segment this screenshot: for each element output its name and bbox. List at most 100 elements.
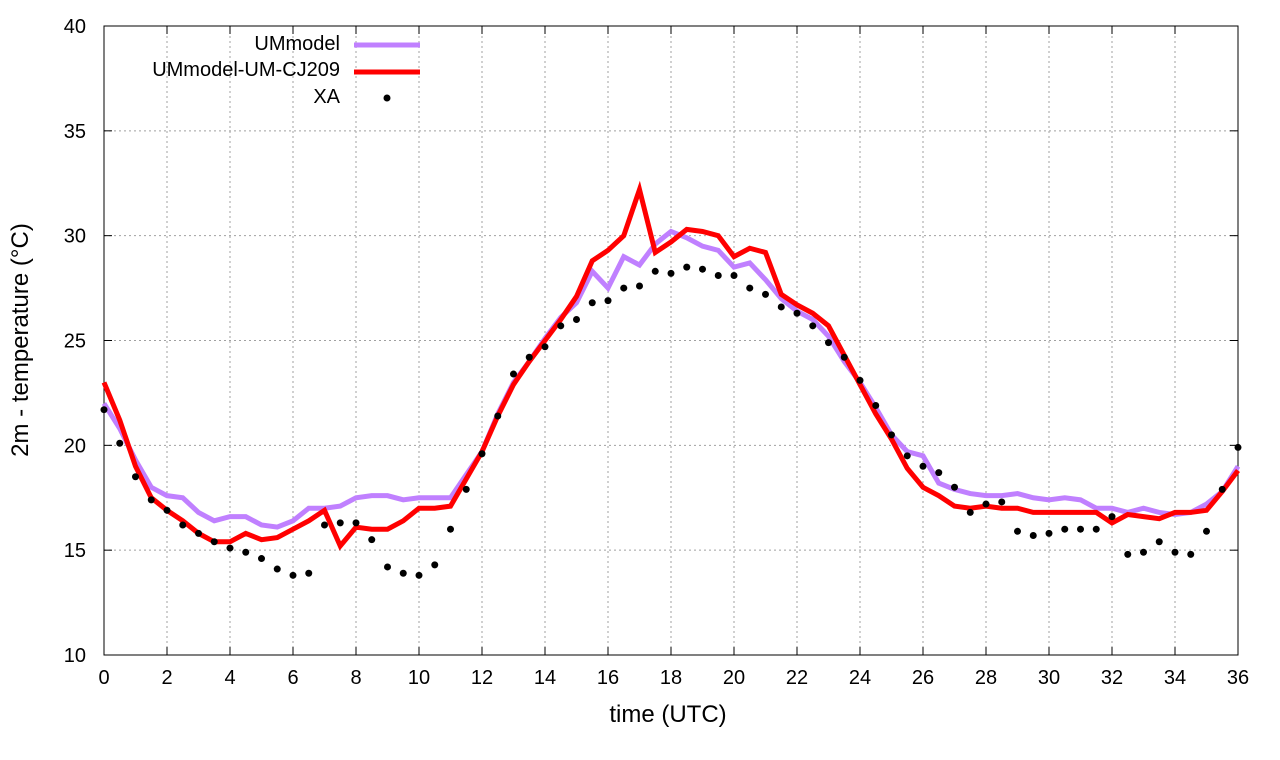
data-point-xa: [1124, 550, 1132, 558]
data-point-xa: [1029, 531, 1037, 539]
data-point-xa: [809, 322, 817, 330]
data-point-xa: [163, 506, 171, 514]
data-point-xa: [1092, 525, 1100, 533]
x-tick-label: 12: [471, 667, 493, 689]
data-point-xa: [730, 272, 738, 279]
data-point-xa: [368, 536, 376, 544]
x-tick-label: 32: [1101, 667, 1123, 689]
data-point-xa: [903, 452, 911, 460]
legend-label-ummodel: UMmodel: [254, 33, 340, 55]
data-point-xa: [478, 450, 486, 458]
data-point-xa: [399, 569, 407, 577]
x-axis-title: time (UTC): [609, 701, 726, 728]
data-point-xa: [273, 565, 281, 573]
x-tick-label: 4: [224, 667, 235, 689]
data-point-xa: [1171, 548, 1179, 556]
x-tick-label: 24: [849, 667, 871, 689]
data-point-xa: [494, 412, 502, 420]
data-point-xa: [415, 571, 423, 579]
data-point-xa: [431, 561, 439, 569]
x-tick-label: 20: [723, 667, 745, 689]
x-tick-label: 14: [534, 667, 556, 689]
data-point-xa: [525, 353, 533, 361]
data-point-xa: [651, 267, 659, 275]
data-point-xa: [982, 500, 990, 508]
data-point-xa: [793, 309, 801, 317]
data-point-xa: [100, 406, 108, 414]
data-point-xa: [242, 548, 250, 556]
data-point-xa: [132, 473, 139, 481]
data-point-xa: [573, 316, 580, 324]
data-point-xa: [1203, 527, 1210, 535]
x-tick-label: 30: [1038, 667, 1060, 689]
x-tick-label: 10: [408, 667, 430, 689]
data-point-xa: [888, 431, 895, 439]
data-point-xa: [462, 485, 470, 493]
legend: UMmodel UMmodel-UM-CJ209 XA: [152, 33, 420, 108]
data-point-xa: [620, 284, 628, 292]
y-tick-label: 10: [64, 645, 86, 667]
data-point-xa: [1077, 525, 1084, 533]
data-point-xa: [447, 525, 454, 533]
x-tick-label: 0: [98, 667, 109, 689]
x-tick-label: 22: [786, 667, 808, 689]
grid: [104, 26, 1238, 655]
x-tick-label: 34: [1164, 667, 1186, 689]
data-point-xa: [1218, 485, 1226, 493]
data-point-xa: [557, 322, 565, 330]
series-line-ummodel: [101, 228, 1241, 530]
data-point-xa: [147, 496, 155, 504]
data-point-xa: [777, 303, 785, 311]
data-point-xa: [604, 297, 612, 305]
axis-ticks: 0 2 4 6 8 10 12 14 16 18 20 22 24 26 28 30 32 34 361015202…: [64, 16, 1249, 689]
x-tick-label: 6: [287, 667, 298, 689]
data-point-xa: [825, 339, 832, 347]
legend-marker-xa: [383, 94, 391, 102]
legend-label-ummodel-um-cj209: UMmodel-UM-CJ209: [152, 59, 340, 81]
data-point-xa: [321, 521, 328, 529]
y-tick-label: 35: [64, 121, 86, 143]
data-point-xa: [336, 519, 344, 527]
data-point-xa: [935, 469, 943, 477]
y-tick-label: 40: [64, 16, 86, 38]
data-point-xa: [289, 571, 297, 579]
series-line-ummodel-um-cj209: [101, 180, 1240, 551]
data-point-xa: [762, 290, 769, 298]
data-point-xa: [1061, 525, 1069, 533]
data-point-xa: [195, 529, 202, 537]
data-point-xa: [1014, 527, 1021, 535]
data-point-xa: [746, 284, 754, 292]
data-point-xa: [179, 521, 187, 529]
data-point-xa: [667, 269, 675, 277]
x-tick-label: 2: [161, 667, 172, 689]
data-point-xa: [1234, 443, 1242, 451]
data-point-xa: [1045, 529, 1053, 537]
data-point-xa: [305, 569, 313, 577]
data-point-xa: [683, 263, 691, 271]
data-point-xa: [1108, 513, 1116, 521]
data-point-xa: [384, 563, 391, 571]
x-tick-label: 28: [975, 667, 997, 689]
data-point-xa: [840, 353, 848, 361]
data-point-xa: [1155, 538, 1163, 546]
data-point-xa: [510, 370, 517, 378]
data-point-xa: [588, 299, 596, 307]
data-point-xa: [998, 498, 1006, 506]
y-tick-label: 15: [64, 540, 86, 562]
x-tick-label: 18: [660, 667, 682, 689]
y-tick-label: 25: [64, 331, 86, 353]
data-point-xa: [1140, 548, 1147, 556]
x-tick-label: 26: [912, 667, 934, 689]
data-point-xa: [966, 508, 974, 516]
x-tick-label: 8: [350, 667, 361, 689]
data-point-xa: [636, 282, 643, 290]
data-point-xa: [872, 402, 880, 409]
data-point-xa: [951, 483, 958, 491]
data-point-xa: [116, 439, 124, 447]
data-point-xa: [714, 272, 722, 279]
data-point-xa: [210, 538, 218, 546]
data-point-xa: [919, 462, 927, 470]
data-point-xa: [1187, 550, 1195, 558]
data-point-xa: [856, 376, 864, 384]
